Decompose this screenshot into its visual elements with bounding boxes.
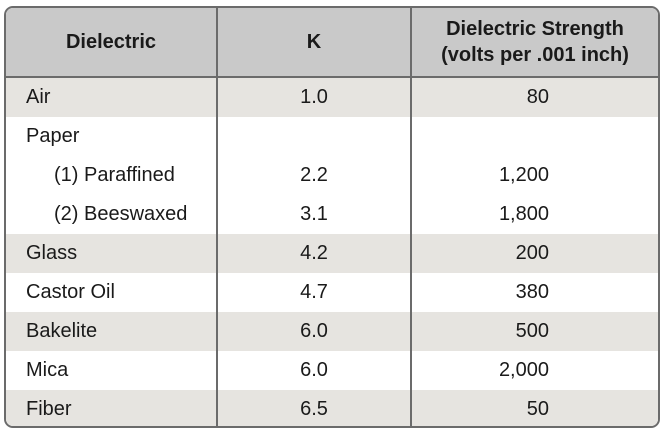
- cell-dielectric: Castor Oil: [6, 273, 217, 312]
- cell-dielectric: Mica: [6, 351, 217, 390]
- cell-strength: 2,000: [410, 351, 658, 390]
- cell-dielectric: (2) Beeswaxed: [6, 195, 217, 234]
- dielectric-table: Dielectric K Dielectric Strength (volts …: [4, 6, 660, 428]
- table-body: Air 1.0 80 Paper (1) Paraffined 2.2 1,20…: [6, 77, 658, 426]
- dielectric-table-grid: Dielectric K Dielectric Strength (volts …: [6, 8, 658, 426]
- cell-dielectric: (1) Paraffined: [6, 156, 217, 195]
- cell-k: 4.2: [216, 234, 411, 273]
- cell-strength: 50: [410, 390, 658, 426]
- table-header: Dielectric K Dielectric Strength (volts …: [6, 8, 658, 78]
- table-row: Castor Oil 4.7 380: [6, 273, 658, 312]
- table-row: Bakelite 6.0 500: [6, 312, 658, 351]
- header-row: Dielectric K Dielectric Strength (volts …: [6, 8, 658, 78]
- cell-k: [216, 117, 411, 156]
- cell-dielectric: Bakelite: [6, 312, 217, 351]
- cell-strength: 380: [410, 273, 658, 312]
- header-strength-line1: Dielectric Strength: [446, 18, 624, 40]
- cell-strength: 80: [410, 77, 658, 117]
- cell-dielectric: Paper: [6, 117, 217, 156]
- header-dielectric-strength: Dielectric Strength (volts per .001 inch…: [410, 8, 658, 78]
- cell-dielectric: Fiber: [6, 390, 217, 426]
- cell-strength: 500: [410, 312, 658, 351]
- cell-k: 6.5: [216, 390, 411, 426]
- table-row: (2) Beeswaxed 3.1 1,800: [6, 195, 658, 234]
- table-row: Air 1.0 80: [6, 77, 658, 117]
- table-row: Mica 6.0 2,000: [6, 351, 658, 390]
- header-dielectric: Dielectric: [6, 8, 217, 78]
- header-k: K: [216, 8, 411, 78]
- cell-strength: 1,200: [410, 156, 658, 195]
- cell-dielectric: Air: [6, 77, 217, 117]
- table-row: Paper: [6, 117, 658, 156]
- cell-k: 1.0: [216, 77, 411, 117]
- header-strength-line2: (volts per .001 inch): [441, 44, 629, 66]
- table-row: Glass 4.2 200: [6, 234, 658, 273]
- cell-k: 3.1: [216, 195, 411, 234]
- cell-k: 6.0: [216, 351, 411, 390]
- cell-k: 6.0: [216, 312, 411, 351]
- cell-strength: 1,800: [410, 195, 658, 234]
- table-row: (1) Paraffined 2.2 1,200: [6, 156, 658, 195]
- cell-strength: [410, 117, 658, 156]
- table-row: Fiber 6.5 50: [6, 390, 658, 426]
- cell-strength: 200: [410, 234, 658, 273]
- cell-k: 4.7: [216, 273, 411, 312]
- cell-dielectric: Glass: [6, 234, 217, 273]
- cell-k: 2.2: [216, 156, 411, 195]
